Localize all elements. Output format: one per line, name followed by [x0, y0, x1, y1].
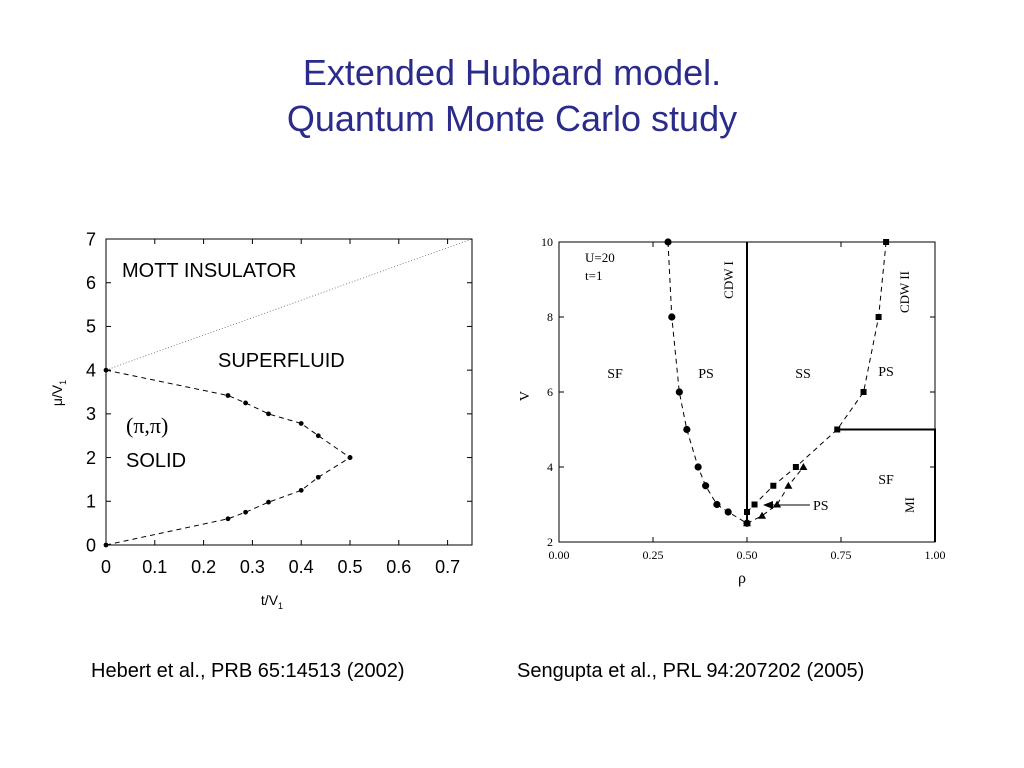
y-tick-label: 2	[547, 535, 553, 549]
data-point	[266, 499, 271, 505]
slide-title-line-1: Extended Hubbard model.	[302, 52, 722, 93]
data-point	[243, 400, 248, 406]
data-point-circle	[675, 388, 683, 396]
x-tick-label: 0.2	[191, 557, 216, 577]
y-tick-label: 2	[86, 448, 96, 468]
y-tick-label: 0	[86, 535, 96, 555]
series-line	[746, 241, 887, 513]
left-region-pi-pi: (π,π)	[126, 413, 168, 438]
y-tick-label: 7	[86, 229, 96, 249]
left-y-axis-label: μ/V1	[49, 380, 68, 406]
right-phase-diagram: 0.00 0.25 0.50 0.75 1.00 2 4 6 8 10 U=20 t=1 SF P…	[518, 235, 946, 587]
data-point-square	[792, 464, 799, 470]
x-tick-label: 0.50	[737, 548, 758, 562]
data-point-square	[883, 239, 890, 245]
data-point	[225, 516, 231, 522]
x-tick-label: 0.5	[337, 557, 362, 577]
data-point	[225, 393, 231, 398]
data-point-circle	[683, 425, 691, 434]
data-point-triangle	[784, 481, 793, 489]
y-tick-label: 6	[547, 385, 553, 399]
right-region-sf-right: SF	[878, 473, 894, 488]
data-point	[315, 474, 321, 480]
x-tick-label: 0.75	[831, 548, 852, 562]
data-point-circle	[694, 463, 702, 471]
y-tick-label: 4	[86, 360, 96, 380]
x-tick-label: 0.00	[549, 548, 570, 562]
x-tick-label: 0.7	[435, 557, 460, 577]
caption-right: Sengupta et al., PRL 94:207202 (2005)	[517, 660, 865, 682]
left-region-mott: MOTT INSULATOR	[122, 260, 296, 282]
data-point-square	[860, 389, 867, 395]
left-region-solid: SOLID	[126, 450, 186, 472]
right-param-t: t=1	[585, 268, 602, 283]
left-phase-diagram: 0 0.1 0.2 0.3 0.4 0.5 0.6 0.7 0 1 2 3 4 5 6 7 MOTT INSU…	[49, 229, 473, 611]
right-region-ps-arrow-label: PS	[813, 499, 829, 514]
right-region-ps-right: PS	[878, 365, 894, 380]
data-point-triangle	[758, 511, 767, 519]
y-tick-label: 8	[547, 310, 553, 324]
right-x-axis-label: ρ	[738, 570, 746, 587]
x-tick-label: 1.00	[925, 548, 946, 562]
x-tick-label: 0.6	[386, 557, 411, 577]
data-point	[243, 509, 248, 515]
right-label-cdw1: CDW I	[721, 261, 736, 299]
y-tick-label: 4	[547, 460, 553, 474]
left-x-axis-label: t/V1	[261, 592, 283, 611]
right-y-axis-label: V	[518, 391, 533, 401]
right-region-sf-left: SF	[607, 367, 623, 382]
caption-left: Hebert et al., PRB 65:14513 (2002)	[91, 660, 405, 682]
y-tick-label: 10	[541, 235, 553, 249]
data-point	[315, 433, 321, 439]
right-region-ss: SS	[795, 367, 811, 382]
data-point-circle	[702, 482, 710, 490]
slide-title-line-2: Quantum Monte Carlo study	[286, 98, 738, 139]
y-tick-label: 3	[86, 404, 96, 424]
left-region-superfluid: SUPERFLUID	[218, 350, 345, 372]
data-point	[298, 487, 304, 493]
x-tick-label: 0	[101, 557, 111, 577]
left-plot-frame	[105, 238, 473, 546]
right-region-ps-left: PS	[698, 367, 714, 382]
right-label-cdw2: CDW II	[897, 271, 912, 313]
data-point-triangle	[773, 500, 782, 508]
data-point-square	[875, 314, 882, 320]
data-point-square	[751, 501, 758, 508]
data-point-circle	[713, 500, 721, 509]
slide-title: Extended Hubbard model. Quantum Monte Ca…	[0, 50, 1024, 142]
y-tick-label: 1	[86, 492, 96, 512]
x-tick-label: 0.25	[643, 548, 664, 562]
data-point	[266, 411, 271, 417]
data-point-circle	[724, 508, 732, 516]
data-point	[298, 421, 304, 426]
y-tick-label: 6	[86, 273, 96, 293]
x-tick-label: 0.1	[142, 557, 167, 577]
right-param-u: U=20	[585, 250, 615, 265]
x-tick-label: 0.4	[289, 557, 314, 577]
x-tick-label: 0.3	[240, 557, 265, 577]
data-point-circle	[668, 313, 676, 321]
data-point-circle	[664, 238, 672, 246]
series-line	[746, 466, 804, 524]
y-tick-label: 5	[86, 317, 96, 337]
data-point-square	[770, 482, 777, 489]
data-point	[347, 455, 353, 460]
data-point-triangle	[799, 463, 808, 470]
right-label-mi: MI	[902, 497, 917, 513]
right-ps-arrowhead	[763, 501, 773, 509]
